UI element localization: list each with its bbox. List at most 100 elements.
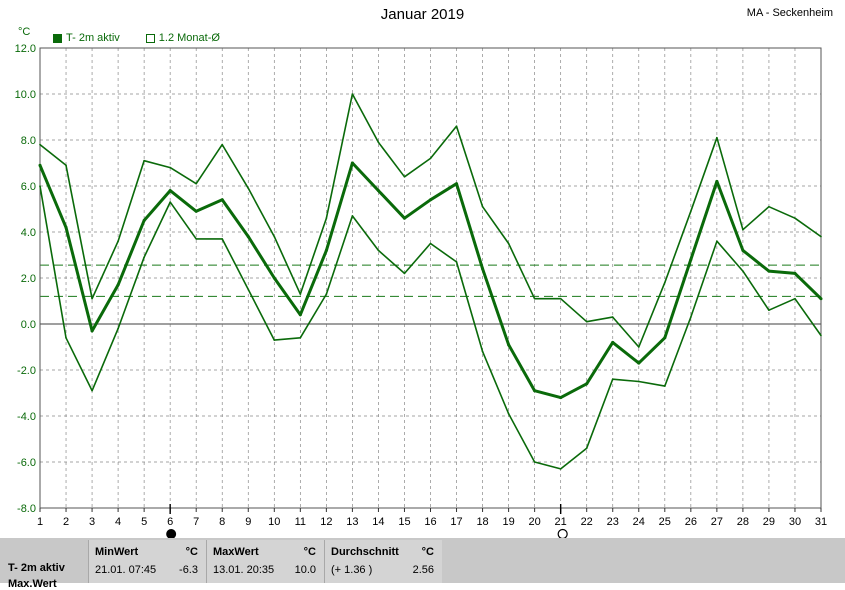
y-axis-unit: °C (18, 26, 31, 38)
data-point-mean (481, 267, 485, 271)
full-moon-icon (557, 528, 568, 538)
data-point-mean (793, 271, 797, 275)
x-tick-label: 6 (167, 516, 173, 528)
data-point-max (611, 316, 614, 318)
data-point-max (429, 157, 432, 160)
legend: T- 2m aktiv 1.2 Monat-Ø (53, 32, 220, 44)
data-point-min (794, 297, 796, 300)
data-point-min (351, 215, 354, 217)
data-point-max (403, 176, 406, 178)
data-point-max (299, 293, 302, 295)
data-point-mean (611, 340, 615, 344)
data-point-max (455, 125, 458, 127)
x-tick-label: 25 (659, 516, 671, 528)
stats-min-cell: MinWert °C 21.01. 07:45 -6.3 (88, 540, 206, 583)
data-point-max (716, 136, 718, 139)
temperature-chart: 12.010.08.06.04.02.00.0-2.0-4.0-6.0-8.01… (15, 43, 827, 538)
data-point-max (117, 240, 119, 242)
stats-max-cell: MaxWert °C 13.01. 20:35 10.0 (206, 540, 324, 583)
data-point-max (351, 93, 354, 95)
y-tick-label: 4.0 (21, 227, 36, 239)
data-point-mean (402, 216, 406, 220)
stats-max-value: 10.0 (294, 564, 316, 576)
y-tick-label: 10.0 (15, 89, 36, 101)
x-tick-label: 31 (815, 516, 827, 528)
data-point-max (325, 217, 328, 219)
x-tick-label: 27 (711, 516, 723, 528)
data-point-max (559, 297, 562, 300)
data-point-max (794, 217, 796, 219)
stats-min-unit: °C (185, 546, 198, 558)
x-tick-label: 21 (555, 516, 567, 528)
x-tick-label: 4 (115, 516, 121, 528)
data-point-mean (38, 163, 42, 167)
y-tick-label: -8.0 (17, 503, 36, 515)
new-moon-icon (166, 529, 177, 538)
y-tick-label: 12.0 (15, 43, 36, 55)
x-tick-label: 28 (737, 516, 749, 528)
data-point-max (742, 228, 744, 231)
y-tick-label: 2.0 (21, 273, 36, 285)
data-point-min (195, 238, 197, 240)
data-point-mean (116, 283, 120, 287)
data-point-min (585, 447, 588, 450)
stats-min-header: MinWert (95, 546, 139, 558)
data-point-mean (767, 269, 771, 273)
y-tick-label: 0.0 (21, 319, 36, 331)
x-tick-label: 19 (502, 516, 514, 528)
stats-avg-header: Durchschnitt (331, 546, 399, 558)
data-point-max (169, 166, 171, 169)
data-point-min (481, 350, 484, 353)
stats-min-datetime: 21.01. 07:45 (95, 564, 157, 576)
x-tick-label: 1 (37, 516, 43, 528)
legend-label-current: T- 2m aktiv (66, 32, 120, 44)
y-tick-label: -2.0 (17, 365, 36, 377)
data-point-mean (272, 276, 276, 280)
x-tick-label: 17 (450, 516, 462, 528)
legend-swatch-empty-icon (145, 33, 155, 43)
stats-avg-value: 2.56 (412, 564, 434, 576)
data-point-max (768, 205, 770, 208)
data-point-min (768, 309, 770, 312)
data-point-min (221, 238, 224, 240)
x-tick-label: 20 (529, 516, 541, 528)
data-point-mean (324, 248, 328, 252)
data-point-max (481, 205, 484, 208)
stats-max-datetime: 13.01. 20:35 (213, 564, 275, 576)
data-point-min (39, 185, 41, 187)
data-point-max (39, 143, 41, 146)
data-point-min (611, 378, 614, 381)
data-point-mean (741, 248, 745, 252)
data-point-max (690, 210, 692, 213)
legend-label-average: 1.2 Monat-Ø (158, 32, 220, 44)
x-tick-label: 13 (346, 516, 358, 528)
stats-max-unit: °C (303, 546, 316, 558)
data-point-mean (220, 198, 224, 202)
stats-avg-unit: °C (421, 546, 434, 558)
data-point-min (91, 389, 93, 392)
x-tick-label: 30 (789, 516, 801, 528)
x-tick-label: 14 (372, 516, 384, 528)
x-tick-label: 12 (320, 516, 332, 528)
data-point-max (143, 159, 145, 162)
data-point-min (637, 380, 640, 383)
data-point-mean (689, 258, 693, 262)
x-tick-label: 26 (685, 516, 697, 528)
y-tick-label: 6.0 (21, 181, 36, 193)
data-point-mean (533, 389, 537, 393)
legend-item-average: 1.2 Monat-Ø (145, 32, 220, 44)
data-point-min (273, 339, 276, 341)
stats-panel: T- 2m aktiv Max.Wert MinWert °C 21.01. 0… (0, 538, 845, 590)
data-point-mean (142, 219, 146, 222)
data-point-max (65, 164, 67, 167)
x-tick-label: 24 (633, 516, 645, 528)
x-tick-label: 2 (63, 516, 69, 528)
data-point-mean (194, 209, 198, 213)
y-tick-label: -6.0 (17, 457, 36, 469)
x-tick-label: 22 (581, 516, 593, 528)
data-point-min (377, 249, 380, 252)
data-point-mean (585, 382, 589, 386)
data-point-mean (64, 225, 68, 229)
x-tick-label: 8 (219, 516, 225, 528)
x-tick-label: 7 (193, 516, 199, 528)
